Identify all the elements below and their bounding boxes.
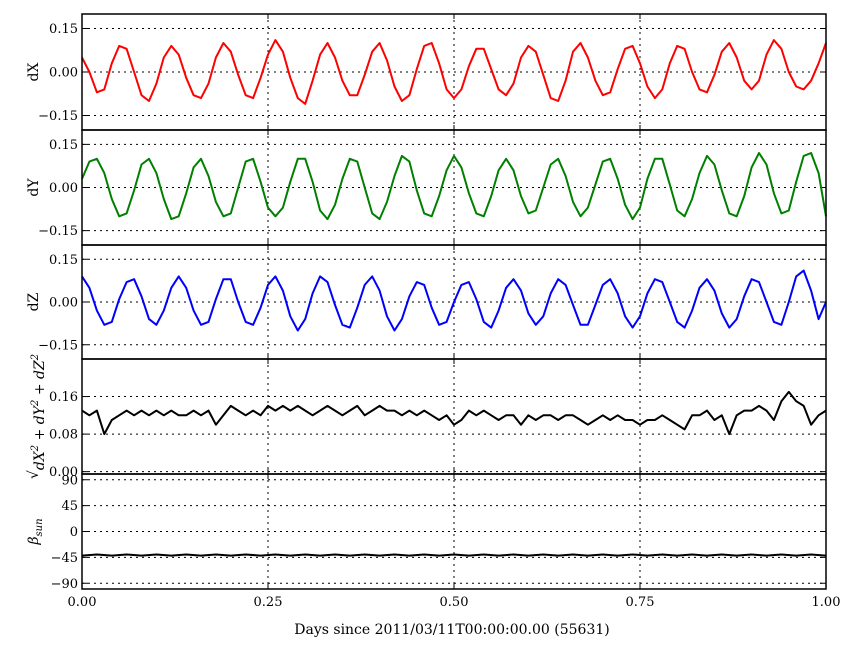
y-tick-label: −90 bbox=[51, 577, 78, 592]
x-tick-label: 0.00 bbox=[68, 595, 97, 610]
y-tick-label: −45 bbox=[51, 551, 78, 566]
y-tick-label: 0.15 bbox=[49, 253, 78, 268]
y-tick-label: 0.15 bbox=[49, 138, 78, 153]
series-line-dx bbox=[81, 39, 827, 105]
x-tick-label: 0.25 bbox=[254, 595, 283, 610]
panel-mag: 0.16 0.08 0.00√dX2 + dY2 + dZ2 bbox=[26, 354, 827, 480]
y-axis-label-mag: √dX2 + dY2 + dZ2 bbox=[26, 354, 48, 479]
y-tick-label: 90 bbox=[61, 473, 78, 488]
x-tick-labels: 0.00 0.25 0.50 0.75 1.00 bbox=[68, 595, 841, 610]
series-line-beta bbox=[81, 553, 827, 557]
y-axis-label-dx: dX bbox=[26, 63, 42, 82]
y-tick-label: 0.15 bbox=[49, 22, 78, 37]
y-tick-label: 45 bbox=[61, 499, 78, 514]
y-tick-label: 0.00 bbox=[49, 296, 78, 311]
y-tick-label: 0.00 bbox=[49, 66, 78, 81]
y-tick-label: 0.00 bbox=[49, 181, 78, 196]
x-tick-label: 0.50 bbox=[440, 595, 469, 610]
y-axis-label-dz: dZ bbox=[26, 292, 42, 311]
panel-dx: 0.15 0.00 −0.15 dX bbox=[26, 13, 827, 131]
x-tick-label: 1.00 bbox=[812, 595, 841, 610]
y-tick-label: −0.15 bbox=[38, 224, 78, 239]
panels: 0.15 0.00 −0.15 dX 0.15 0.00 −0.15 dY 0.15 0.00 −0… bbox=[26, 13, 827, 592]
y-tick-label: 0 bbox=[70, 525, 78, 540]
y-axis-label-beta: βsun bbox=[26, 518, 45, 545]
panel-beta: 90 45 0 −45 −90 βsun bbox=[26, 473, 827, 592]
x-tick-label: 0.75 bbox=[626, 595, 655, 610]
panel-dy: 0.15 0.00 −0.15 dY bbox=[26, 129, 827, 246]
panel-frame bbox=[81, 473, 827, 590]
y-tick-label: 0.00 bbox=[49, 465, 78, 480]
y-tick-label: −0.15 bbox=[38, 338, 78, 353]
y-tick-label: 0.16 bbox=[49, 390, 78, 405]
y-axis-label-dy: dY bbox=[26, 178, 42, 197]
y-tick-label: −0.15 bbox=[38, 109, 78, 124]
series-line-dy bbox=[81, 152, 827, 221]
panel-dz: 0.15 0.00 −0.15 dZ bbox=[26, 244, 827, 360]
series-line-mag bbox=[81, 390, 827, 436]
x-axis-label: Days since 2011/03/11T00:00:00.00 (55631… bbox=[294, 622, 609, 638]
series-line-dz bbox=[81, 269, 827, 332]
y-tick-label: 0.08 bbox=[49, 428, 78, 443]
